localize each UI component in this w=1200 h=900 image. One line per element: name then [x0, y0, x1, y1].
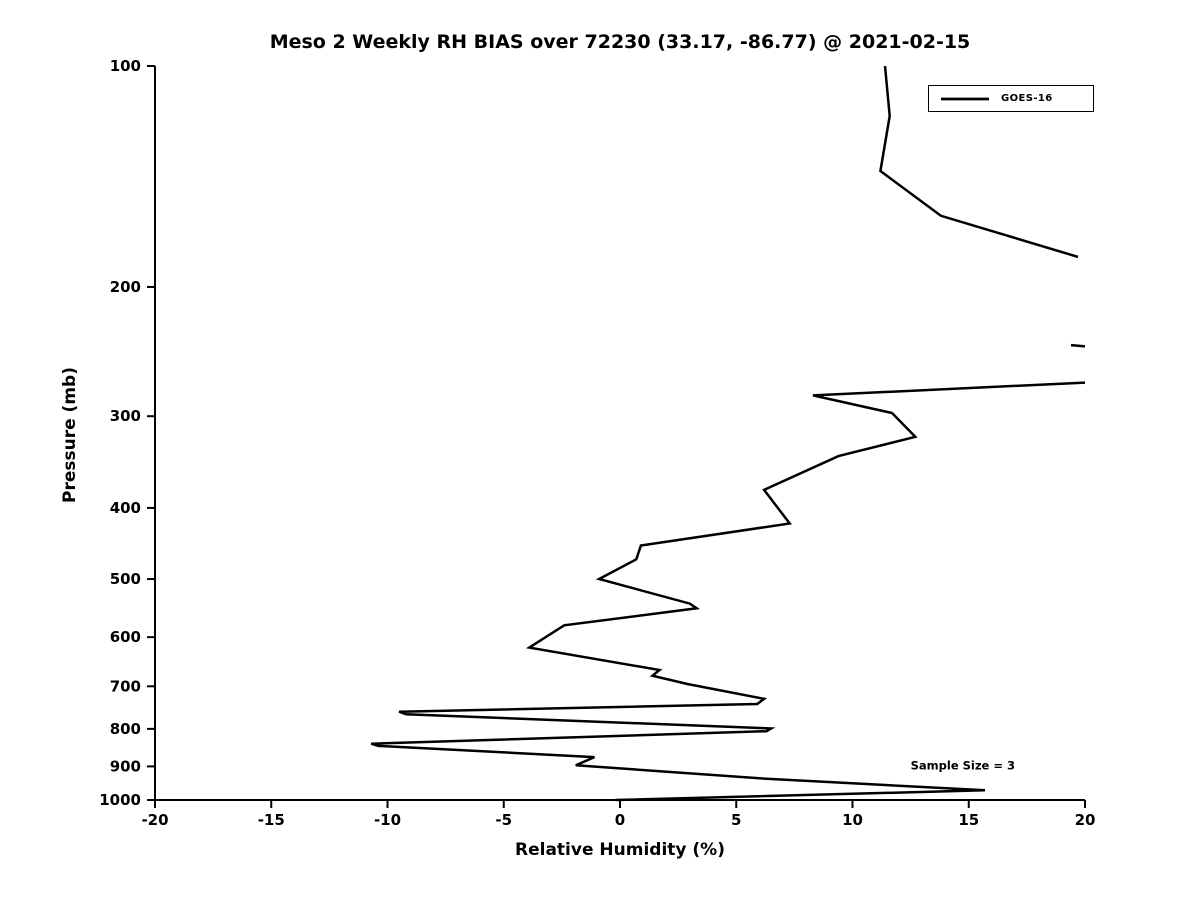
y-tick-label: 600	[110, 628, 141, 646]
x-tick-label: 0	[615, 811, 625, 829]
y-tick-label: 200	[110, 278, 141, 296]
x-tick-label: -20	[141, 811, 168, 829]
x-axis-label: Relative Humidity (%)	[515, 840, 725, 860]
chart-title: Meso 2 Weekly RH BIAS over 72230 (33.17,…	[269, 31, 971, 53]
data-line-goes-16	[1070, 343, 1086, 348]
x-tick-label: -5	[495, 811, 512, 829]
x-tick-label: 20	[1075, 811, 1096, 829]
y-tick-label: 100	[110, 57, 141, 75]
legend: GOES-16	[928, 85, 1094, 112]
axis-spines	[154, 66, 1085, 801]
y-tick-label: 300	[110, 407, 141, 425]
x-tick-label: -10	[374, 811, 401, 829]
sample-size-annotation: Sample Size = 3	[910, 758, 1015, 773]
y-tick-label: 800	[110, 720, 141, 738]
legend-entry-label: GOES-16	[1001, 93, 1053, 104]
x-tick-label: 10	[842, 811, 863, 829]
y-tick-label: 700	[110, 677, 141, 695]
data-line-goes-16	[370, 381, 1086, 802]
data-line-goes-16	[879, 65, 1079, 259]
y-tick-label: 1000	[99, 791, 141, 809]
x-tick-label: 15	[958, 811, 979, 829]
x-tick-label: -15	[258, 811, 285, 829]
x-tick-label: 5	[731, 811, 741, 829]
y-tick-label: 900	[110, 757, 141, 775]
legend-line-sample-icon	[941, 97, 989, 100]
y-tick-label: 400	[110, 499, 141, 517]
y-tick-label: 500	[110, 570, 141, 588]
